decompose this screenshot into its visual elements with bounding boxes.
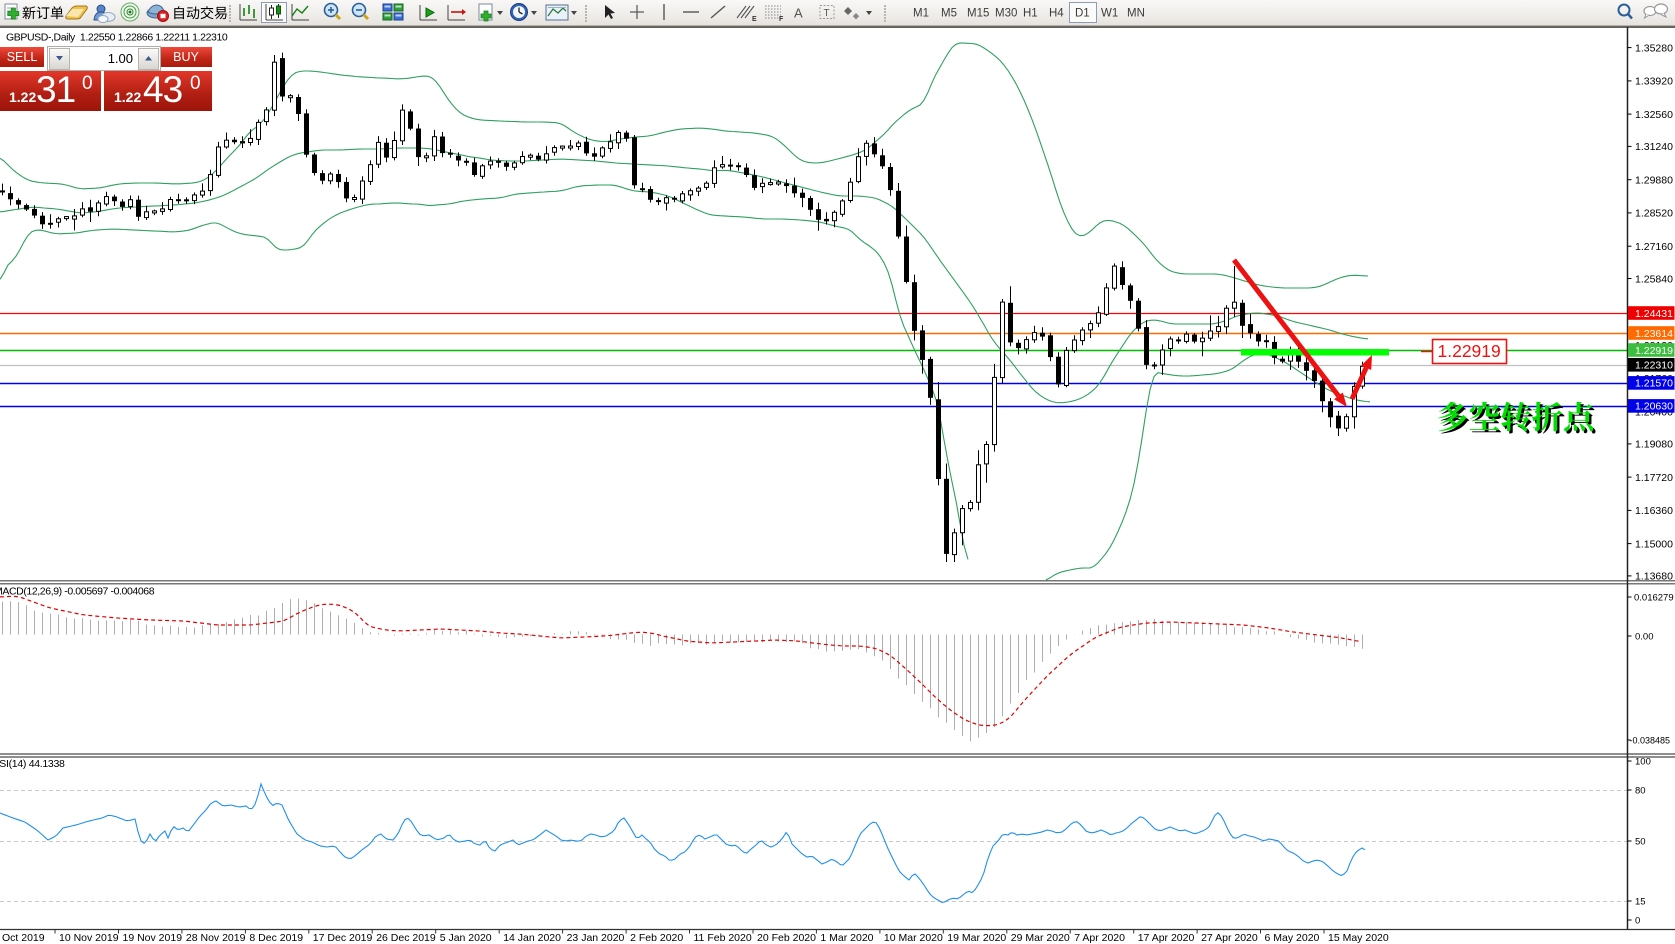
svg-text:10 Nov 2019: 10 Nov 2019 — [59, 932, 119, 944]
svg-text:1.20630: 1.20630 — [1635, 401, 1673, 413]
svg-text:RSI(14) 44.1338: RSI(14) 44.1338 — [0, 758, 65, 770]
svg-text:6 May 2020: 6 May 2020 — [1265, 932, 1320, 944]
svg-text:8 Dec 2019: 8 Dec 2019 — [249, 932, 303, 944]
svg-text:15: 15 — [1635, 897, 1646, 908]
svg-text:20 Feb 2020: 20 Feb 2020 — [757, 932, 816, 944]
svg-text:T: T — [824, 8, 830, 19]
svg-text:1.23614: 1.23614 — [1635, 328, 1673, 340]
svg-text:W1: W1 — [1101, 8, 1118, 20]
svg-text:15 May 2020: 15 May 2020 — [1328, 932, 1389, 944]
svg-text:1.28520: 1.28520 — [1635, 208, 1673, 220]
svg-text:11 Feb 2020: 11 Feb 2020 — [694, 932, 752, 944]
svg-text:1.31240: 1.31240 — [1635, 141, 1673, 153]
svg-text:1.16360: 1.16360 — [1635, 505, 1673, 517]
svg-text:1.27160: 1.27160 — [1635, 241, 1673, 253]
svg-text:1.33920: 1.33920 — [1635, 76, 1673, 88]
svg-text:14 Jan 2020: 14 Jan 2020 — [503, 932, 561, 944]
svg-text:Oct 2019: Oct 2019 — [2, 932, 45, 944]
svg-text:MACD(12,26,9) -0.005697 -0.004: MACD(12,26,9) -0.005697 -0.004068 — [0, 586, 155, 598]
svg-text:1.29880: 1.29880 — [1635, 175, 1673, 187]
svg-text:H4: H4 — [1049, 8, 1064, 20]
svg-text:E: E — [752, 16, 757, 23]
svg-text:27 Apr 2020: 27 Apr 2020 — [1201, 932, 1258, 944]
svg-text:A: A — [794, 6, 803, 21]
svg-text:GBPUSD-,Daily 1.22550 1.22866: GBPUSD-,Daily 1.22550 1.22866 1.22211 1.… — [6, 32, 228, 44]
svg-text:23 Jan 2020: 23 Jan 2020 — [567, 932, 625, 944]
svg-text:2 Feb 2020: 2 Feb 2020 — [630, 932, 683, 944]
svg-text:H1: H1 — [1023, 8, 1038, 20]
svg-text:M15: M15 — [967, 8, 989, 20]
svg-text:MN: MN — [1127, 8, 1145, 20]
svg-text:28 Nov 2019: 28 Nov 2019 — [186, 932, 246, 944]
svg-text:1.25840: 1.25840 — [1635, 273, 1673, 285]
svg-text:10 Mar 2020: 10 Mar 2020 — [884, 932, 943, 944]
svg-text:26 Dec 2019: 26 Dec 2019 — [376, 932, 436, 944]
svg-text:1.24431: 1.24431 — [1635, 308, 1673, 320]
svg-text:1.32560: 1.32560 — [1635, 109, 1673, 121]
svg-text:1 Mar 2020: 1 Mar 2020 — [820, 932, 873, 944]
svg-text:1.35280: 1.35280 — [1635, 42, 1673, 54]
svg-text:0.00: 0.00 — [1635, 632, 1654, 643]
svg-text:29 Mar 2020: 29 Mar 2020 — [1011, 932, 1070, 944]
svg-text:0: 0 — [1635, 916, 1640, 927]
svg-text:100: 100 — [1635, 757, 1651, 768]
svg-text:M1: M1 — [913, 8, 929, 20]
svg-text:D1: D1 — [1075, 8, 1090, 20]
svg-text:19 Nov 2019: 19 Nov 2019 — [123, 932, 183, 944]
svg-text:M5: M5 — [941, 8, 957, 20]
svg-text:1.17720: 1.17720 — [1635, 472, 1673, 484]
svg-text:19 Mar 2020: 19 Mar 2020 — [947, 932, 1006, 944]
svg-text:F: F — [779, 16, 784, 23]
svg-text:7 Apr 2020: 7 Apr 2020 — [1074, 932, 1125, 944]
svg-text:17 Dec 2019: 17 Dec 2019 — [313, 932, 373, 944]
svg-text:0.016279: 0.016279 — [1634, 593, 1674, 604]
svg-text:1.22919: 1.22919 — [1438, 341, 1501, 361]
svg-text:M30: M30 — [995, 8, 1017, 20]
svg-text:1.22310: 1.22310 — [1635, 360, 1673, 372]
svg-text:1.21570: 1.21570 — [1635, 378, 1673, 390]
svg-text:1.13680: 1.13680 — [1635, 571, 1673, 583]
svg-text:1.15000: 1.15000 — [1635, 538, 1673, 550]
svg-text:80: 80 — [1635, 786, 1646, 797]
svg-text:1.19080: 1.19080 — [1635, 439, 1673, 451]
svg-text:-0.038485: -0.038485 — [1630, 736, 1671, 746]
svg-text:5 Jan 2020: 5 Jan 2020 — [440, 932, 492, 944]
svg-text:17 Apr 2020: 17 Apr 2020 — [1138, 932, 1195, 944]
svg-text:50: 50 — [1635, 837, 1646, 848]
svg-text:1.22919: 1.22919 — [1635, 345, 1673, 357]
